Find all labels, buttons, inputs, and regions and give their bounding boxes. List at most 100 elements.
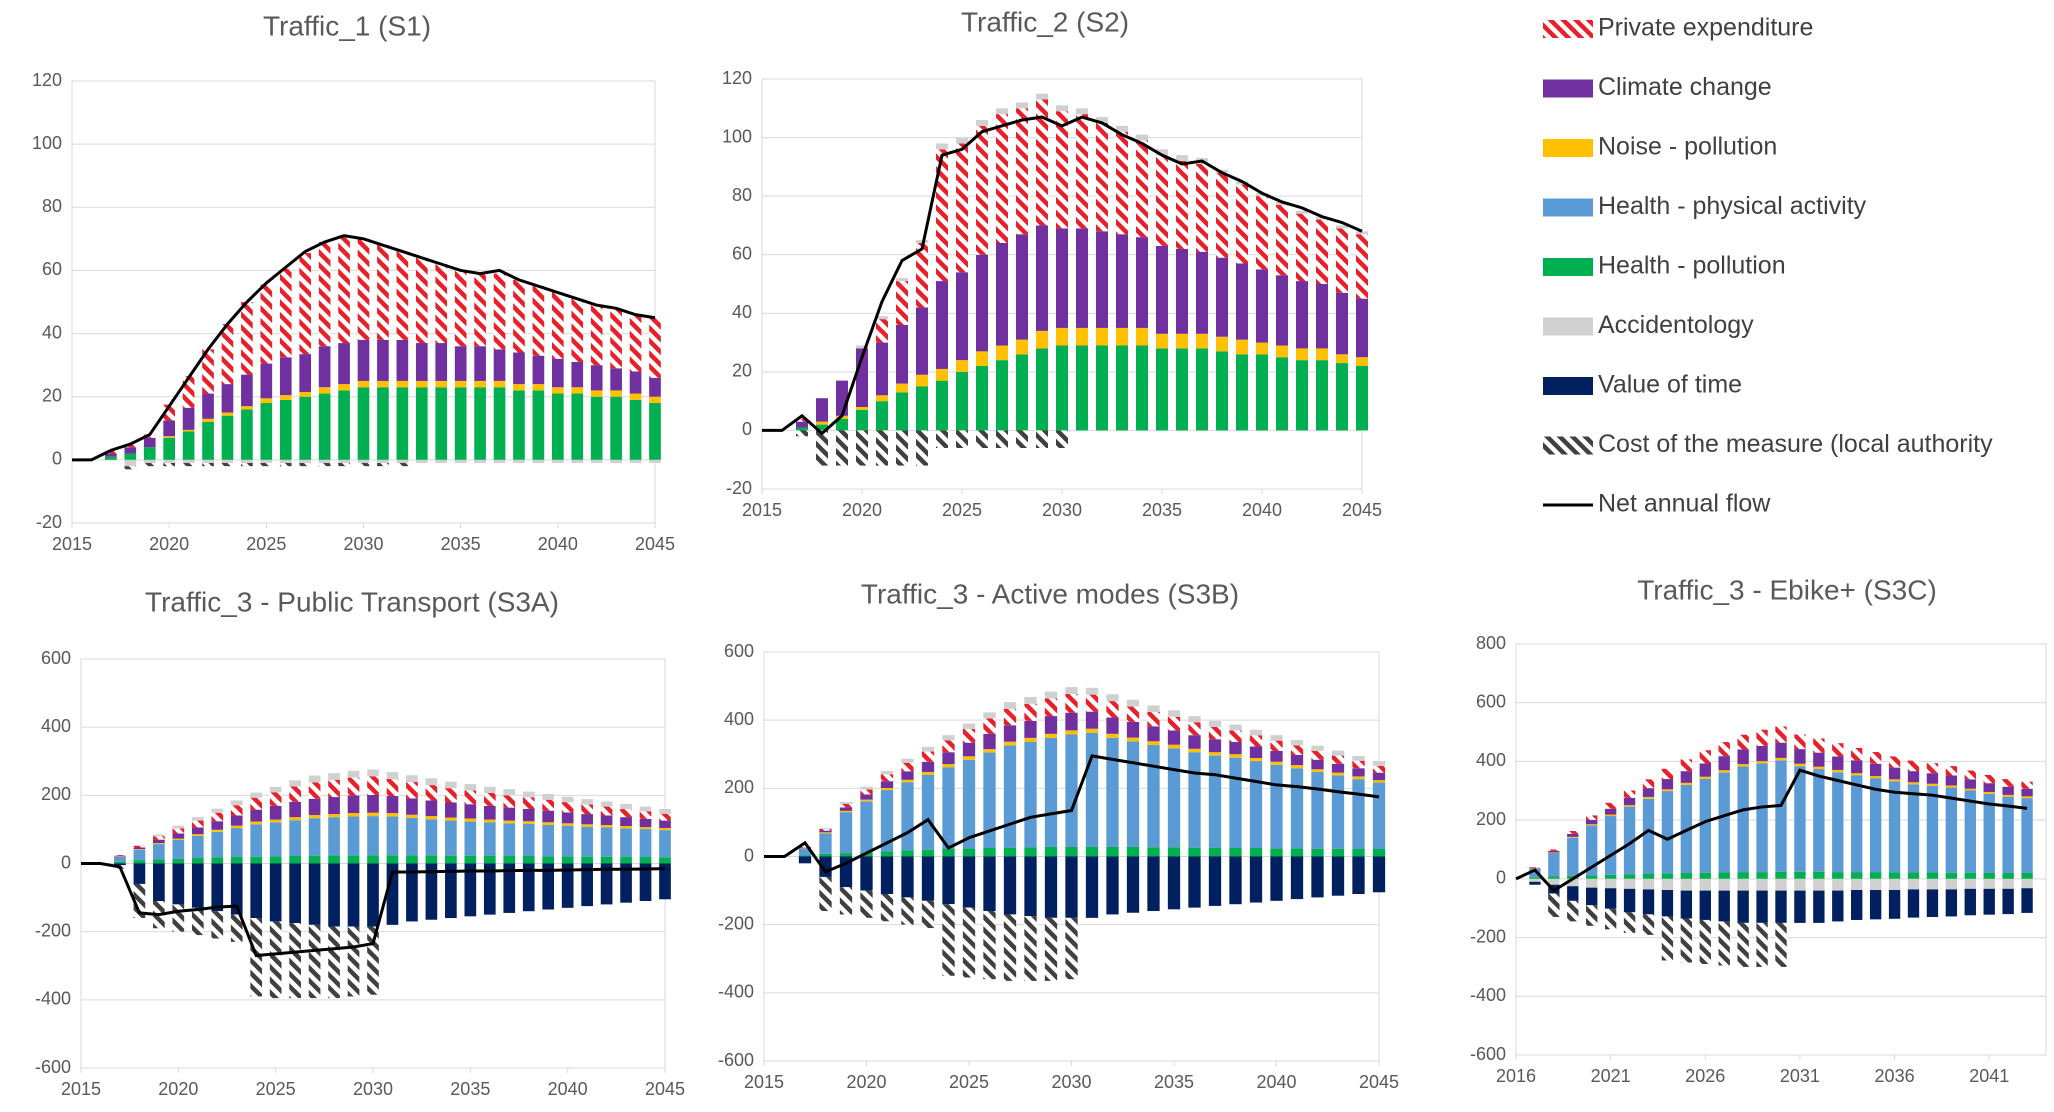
bar-segment [406,863,418,922]
bar-segment [1208,726,1222,740]
bar-segment [921,771,935,775]
bar-segment [610,396,622,460]
bar-segment [124,466,137,470]
bar-segment [1290,754,1304,766]
y-tick-label: 600 [41,648,71,668]
bar-segment [901,782,914,851]
bar-segment [880,851,894,857]
bar-segment [435,264,448,344]
bar-segment [308,782,321,799]
y-tick-label: 0 [1496,868,1506,888]
x-tick-label: 2031 [1780,1066,1820,1086]
bar-segment [191,827,204,835]
bar-segment [269,863,282,922]
bar-segment [396,459,409,464]
bar-segment [191,858,204,864]
bar-segment [425,855,438,864]
bar-segment [1699,763,1711,777]
bar-segment [1548,852,1560,854]
bar-segment [610,368,622,391]
bar-segment [983,752,996,848]
bar-segment [1156,245,1168,334]
bar-segment [308,924,321,999]
bar-segment [445,817,457,821]
bar-segment [1085,732,1099,847]
bar-segment [1586,815,1598,820]
bar-segment [493,273,506,350]
bar-segment [1065,730,1078,735]
bar-segment [1945,889,1958,917]
bar-segment [1642,779,1655,789]
bar-segment [581,824,593,827]
x-tick-label: 2020 [149,534,189,554]
bar-segment [308,815,321,819]
bar-segment [269,856,282,864]
bar-segment [1024,703,1037,721]
bar-segment [483,805,496,820]
bar-segment [901,758,914,763]
bar-segment [172,858,185,864]
bar-segment [396,387,409,460]
bar-segment [1372,782,1386,850]
bar-segment [1567,837,1579,876]
bar-segment [1926,872,1939,879]
bar-segment [1085,856,1099,918]
bar-segment [454,380,467,388]
bar-segment [1699,890,1711,920]
bar-segment [1794,749,1806,764]
bar-segment [1096,117,1108,123]
bar-segment [876,319,888,343]
bar-segment [1718,742,1730,757]
bar-segment [1249,856,1263,903]
bar-segment [1775,871,1787,879]
bar-segment [1311,856,1324,898]
y-tick-label: 0 [61,852,71,872]
bar-segment [221,459,234,464]
bar-segment [1907,782,1920,785]
bar-segment [896,325,908,384]
bar-segment [1116,234,1128,328]
legend-swatch [1543,20,1593,38]
bar-segment [221,412,234,416]
bar-segment [445,788,457,803]
bar-segment [221,463,234,467]
bar-segment [571,459,584,464]
bar-segment [445,802,457,818]
bar-segment [1851,775,1863,873]
bar-segment [202,421,214,460]
bar-segment [839,853,853,857]
bar-segment [1208,720,1222,727]
bar-segment [1136,140,1148,238]
bar-segment [1003,702,1017,709]
bar-segment [191,835,204,859]
x-tick-label: 2040 [1256,1072,1296,1092]
bar-segment [819,827,832,829]
chart: Traffic_3 - Public Transport (S3A) -600 -4… [35,586,685,1098]
bar-segment [620,826,632,829]
bar-segment [901,850,914,857]
y-tick-label: 80 [732,185,752,205]
bar-segment [1983,793,1995,873]
bar-segment [921,856,935,901]
bar-segment [1623,797,1636,806]
bar-segment [241,302,253,375]
bar-segment [1888,878,1901,891]
bar-segment [522,856,535,864]
bar-segment [956,430,968,448]
bar-segment [1794,871,1806,879]
bar-segment [1699,878,1711,891]
bar-segment [464,784,477,791]
bar-segment [880,770,894,775]
bar-segment [289,817,301,821]
bar-segment [1775,760,1787,872]
bar-segment [172,839,185,859]
bar-segment [1270,856,1283,901]
bar-segment [1236,339,1248,355]
bar-segment [464,821,477,856]
bar-segment [503,856,516,864]
bar-segment [1604,908,1617,930]
bar-segment [1336,228,1348,293]
bar-segment [649,317,661,378]
y-tick-label: -20 [726,478,752,498]
bar-segment [1208,755,1222,848]
